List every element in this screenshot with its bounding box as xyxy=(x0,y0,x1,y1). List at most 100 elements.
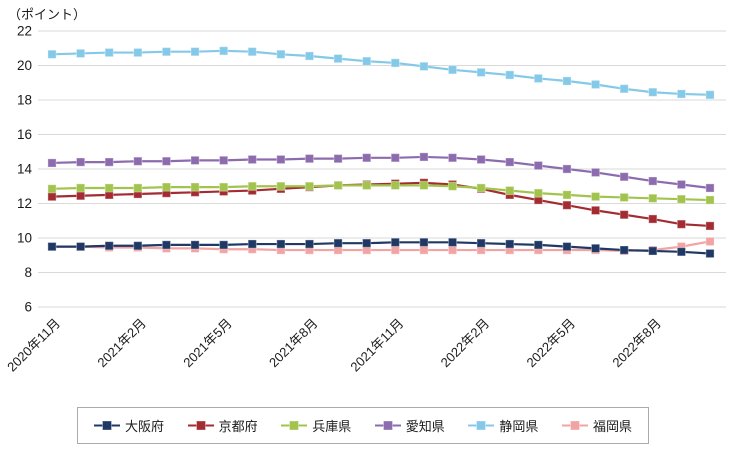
data-point-marker xyxy=(447,245,458,255)
data-point-marker xyxy=(133,241,143,251)
data-point-marker xyxy=(676,179,686,190)
y-axis-tick-label: 6 xyxy=(24,300,32,315)
data-point-marker xyxy=(276,239,286,249)
data-point-marker xyxy=(705,236,715,247)
legend-marker-icon xyxy=(94,420,120,431)
data-point-marker xyxy=(247,154,257,165)
data-point-marker xyxy=(476,67,486,78)
legend-marker-icon xyxy=(561,420,588,431)
data-point-marker xyxy=(47,49,57,59)
data-point-marker xyxy=(590,192,601,202)
data-point-marker xyxy=(533,160,543,171)
data-point-marker xyxy=(304,181,315,191)
y-axis-tick-label: 12 xyxy=(17,196,32,211)
data-point-marker xyxy=(247,239,257,249)
data-point-marker xyxy=(390,58,400,68)
data-point-marker xyxy=(304,51,315,61)
data-point-marker xyxy=(333,54,343,64)
data-point-marker xyxy=(705,221,715,231)
legend-marker-icon xyxy=(281,420,308,431)
data-point-marker xyxy=(190,182,200,192)
data-point-marker xyxy=(76,191,86,201)
data-point-marker xyxy=(76,242,86,252)
x-axis-tick-label: 2022年8月 xyxy=(609,316,664,371)
data-point-marker xyxy=(333,180,343,190)
series-line xyxy=(51,49,711,96)
data-point-marker xyxy=(76,157,86,167)
data-point-marker xyxy=(47,158,57,168)
data-point-marker xyxy=(390,180,400,190)
legend-item-大阪府: 大阪府 xyxy=(94,416,164,435)
y-axis-tick-label: 14 xyxy=(17,162,33,177)
series-兵庫県 xyxy=(47,180,715,205)
legend-label: 福岡県 xyxy=(592,419,632,434)
data-point-marker xyxy=(276,49,286,59)
data-point-marker xyxy=(104,241,114,251)
x-axis-tick-label: 2021年2月 xyxy=(94,316,149,371)
data-point-marker xyxy=(104,157,114,167)
line-chart: 6 8 10 12 14 16 18 20 22 2020年11月 2021年2月 2021年5月 20… xyxy=(4,24,726,375)
data-point-marker xyxy=(419,61,429,71)
series-line xyxy=(51,184,711,202)
data-point-marker xyxy=(533,188,543,198)
data-point-marker xyxy=(476,183,486,193)
legend-label: 愛知県 xyxy=(405,419,445,434)
data-point-marker xyxy=(619,192,629,203)
data-point-marker xyxy=(104,183,114,193)
x-axis-tick-label: 2022年2月 xyxy=(438,316,493,371)
legend-item-兵庫県: 兵庫県 xyxy=(281,416,351,435)
data-point-marker xyxy=(219,155,229,165)
data-point-marker xyxy=(219,182,229,192)
x-axis-tick-label: 2021年5月 xyxy=(180,316,235,371)
x-axis-tick-label: 2020年11月 xyxy=(4,316,63,375)
data-point-marker xyxy=(505,157,515,167)
data-point-marker xyxy=(390,245,400,255)
legend-item-福岡県: 福岡県 xyxy=(561,416,632,435)
y-axis-tick-label: 16 xyxy=(17,127,32,142)
data-point-marker xyxy=(133,156,143,166)
x-axis-tick-label: 2022年5月 xyxy=(524,316,579,371)
series-愛知県 xyxy=(47,152,715,193)
data-point-marker xyxy=(648,193,658,203)
data-point-marker xyxy=(505,239,515,249)
data-point-marker xyxy=(390,153,400,163)
data-point-marker xyxy=(161,156,172,166)
data-point-marker xyxy=(533,73,543,84)
data-point-marker xyxy=(47,192,57,202)
x-axis-tick-label: 2021年8月 xyxy=(266,316,321,371)
data-point-marker xyxy=(47,184,57,194)
data-point-marker xyxy=(648,176,658,186)
data-point-marker xyxy=(676,89,686,99)
legend-marker-icon xyxy=(187,420,214,431)
data-point-marker xyxy=(390,237,400,247)
data-point-marker xyxy=(419,180,429,190)
data-point-marker xyxy=(447,181,458,191)
data-point-marker xyxy=(476,238,486,248)
data-point-marker xyxy=(505,70,515,80)
data-point-marker xyxy=(362,56,372,66)
data-point-marker xyxy=(247,47,257,57)
data-point-marker xyxy=(447,237,458,247)
legend-item-愛知県: 愛知県 xyxy=(374,416,445,435)
series-静岡県 xyxy=(47,46,715,100)
data-point-marker xyxy=(333,154,343,164)
legend-label: 静岡県 xyxy=(499,419,539,434)
data-point-marker xyxy=(562,164,572,174)
chart-legend: 大阪府 京都府 兵庫県 愛知県 静岡県 福岡県 xyxy=(77,407,649,444)
data-point-marker xyxy=(619,172,629,182)
data-point-marker xyxy=(562,76,572,86)
data-point-marker xyxy=(648,87,658,97)
data-point-marker xyxy=(619,210,629,220)
data-point-marker xyxy=(161,47,172,57)
data-point-marker xyxy=(562,242,572,252)
data-point-marker xyxy=(505,185,515,196)
data-point-marker xyxy=(648,214,658,224)
data-point-marker xyxy=(562,200,572,210)
data-point-marker xyxy=(648,246,658,256)
data-point-marker xyxy=(447,65,458,75)
data-point-marker xyxy=(133,183,143,193)
data-point-marker xyxy=(47,242,57,252)
y-axis-tick-label: 20 xyxy=(17,58,32,73)
data-point-marker xyxy=(276,154,286,165)
data-point-marker xyxy=(219,46,229,56)
